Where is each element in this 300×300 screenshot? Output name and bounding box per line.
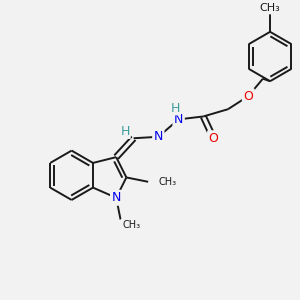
Text: O: O bbox=[208, 132, 218, 145]
Text: CH₃: CH₃ bbox=[122, 220, 140, 230]
Text: H: H bbox=[171, 102, 180, 115]
Text: N: N bbox=[112, 191, 121, 204]
Text: CH₃: CH₃ bbox=[158, 177, 176, 187]
Text: CH₃: CH₃ bbox=[260, 3, 280, 13]
Text: N: N bbox=[154, 130, 163, 143]
Text: N: N bbox=[174, 113, 183, 126]
Text: O: O bbox=[243, 90, 253, 103]
Text: H: H bbox=[121, 125, 130, 138]
